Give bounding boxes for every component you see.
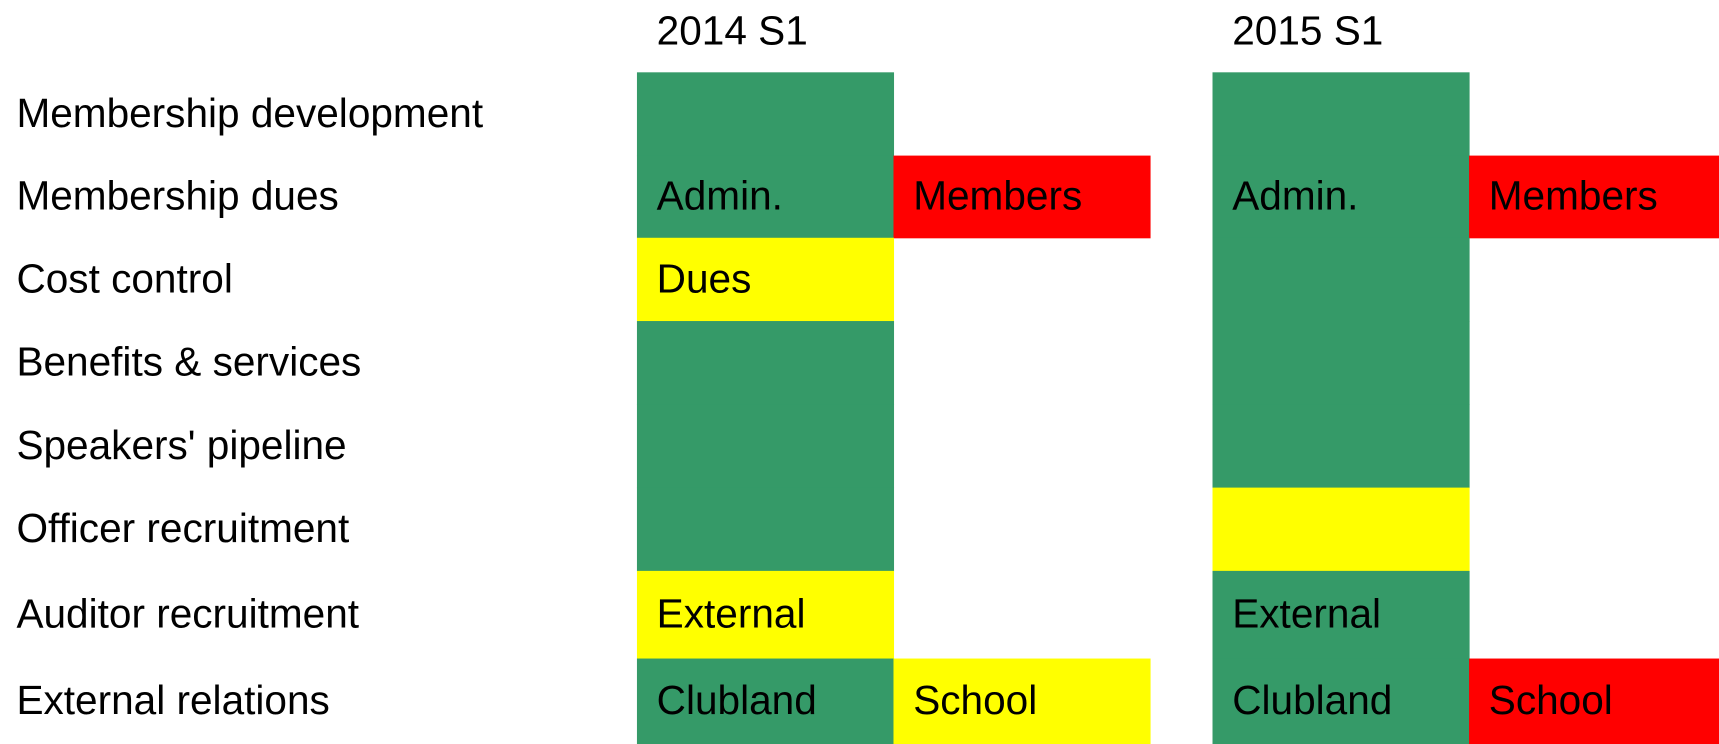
row-label: Officer recruitment	[16, 505, 349, 551]
row-label: Speakers' pipeline	[16, 422, 346, 468]
status-cell	[1212, 404, 1470, 489]
row-label: Auditor recruitment	[16, 591, 359, 637]
period-header: 2015 S1	[1232, 8, 1383, 54]
status-cell	[636, 404, 895, 489]
cell-label: Dues	[657, 255, 752, 301]
cell-label: Clubland	[1232, 677, 1392, 723]
status-cell	[893, 155, 1151, 239]
status-cell	[636, 570, 895, 660]
status-cell	[1212, 658, 1470, 744]
status-cell	[893, 658, 1151, 744]
cell-label: Admin.	[1232, 173, 1358, 219]
row-label: External relations	[16, 677, 329, 723]
status-cell	[636, 658, 895, 744]
status-cell	[1212, 72, 1470, 157]
cell-label: External	[1232, 591, 1381, 637]
row-label: Benefits & services	[16, 339, 361, 385]
status-cell	[1469, 155, 1719, 239]
status-cell	[636, 237, 895, 322]
status-cell	[1212, 237, 1470, 322]
cell-label: Members	[1489, 173, 1658, 219]
status-cell	[636, 72, 895, 157]
row-label: Cost control	[16, 255, 232, 301]
cell-label: Members	[913, 173, 1082, 219]
cell-label: School	[1489, 677, 1613, 723]
period-header: 2014 S1	[657, 8, 808, 54]
status-cell	[1212, 321, 1470, 405]
status-cell	[636, 487, 895, 572]
status-cell	[1212, 487, 1470, 572]
cell-label: External	[657, 591, 806, 637]
status-cell	[1469, 658, 1719, 744]
row-label: Membership dues	[16, 173, 338, 219]
status-cell	[1212, 570, 1470, 660]
cell-label: Admin.	[657, 173, 783, 219]
status-cell	[636, 321, 895, 405]
cell-label: School	[913, 677, 1037, 723]
row-label: Membership development	[16, 90, 483, 136]
status-cell	[1212, 155, 1470, 239]
cell-label: Clubland	[657, 677, 817, 723]
status-cell	[636, 155, 895, 239]
